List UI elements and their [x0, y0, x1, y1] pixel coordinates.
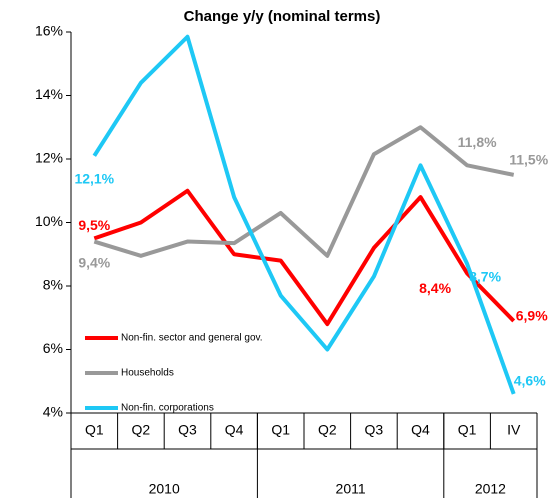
- group-label: 2010: [149, 481, 180, 497]
- y-tick-label: 4%: [43, 404, 63, 420]
- data-label: 12,1%: [74, 171, 114, 187]
- chart-title: Change y/y (nominal terms): [184, 8, 381, 25]
- x-tick-label: Q3: [178, 422, 197, 438]
- y-tick-label: 8%: [43, 277, 63, 293]
- data-label: 9,5%: [78, 217, 110, 233]
- x-tick-label: Q1: [458, 422, 477, 438]
- data-label: 11,8%: [458, 134, 497, 150]
- x-tick-label: Q4: [225, 422, 244, 438]
- data-label: 4,6%: [514, 373, 546, 389]
- y-tick-label: 14%: [35, 86, 63, 102]
- data-label: 8,4%: [419, 280, 451, 296]
- data-label: 6,9%: [516, 308, 548, 324]
- y-tick-label: 16%: [35, 23, 63, 39]
- x-tick-label: Q4: [411, 422, 430, 438]
- series-line: [93, 188, 516, 327]
- data-label: 8,7%: [469, 268, 501, 284]
- series-line: [93, 125, 515, 258]
- legend-label: Non-fin. sector and general gov.: [121, 333, 263, 344]
- x-tick-label: IV: [507, 422, 521, 438]
- y-tick-label: 12%: [35, 150, 63, 166]
- y-tick-label: 10%: [35, 213, 63, 229]
- x-tick-label: Q2: [132, 422, 151, 438]
- y-tick-label: 6%: [43, 340, 63, 356]
- series-line: [92, 34, 516, 395]
- legend-label: Non-fin. corporations: [121, 403, 214, 414]
- x-tick-label: Q3: [365, 422, 384, 438]
- x-tick-label: Q2: [318, 422, 337, 438]
- legend-label: Households: [121, 368, 174, 379]
- data-label: 11,5%: [509, 152, 548, 168]
- x-tick-label: Q1: [271, 422, 290, 438]
- data-label: 9,4%: [78, 254, 110, 270]
- group-label: 2012: [475, 481, 506, 497]
- x-tick-label: Q1: [85, 422, 104, 438]
- group-label: 2011: [336, 481, 366, 497]
